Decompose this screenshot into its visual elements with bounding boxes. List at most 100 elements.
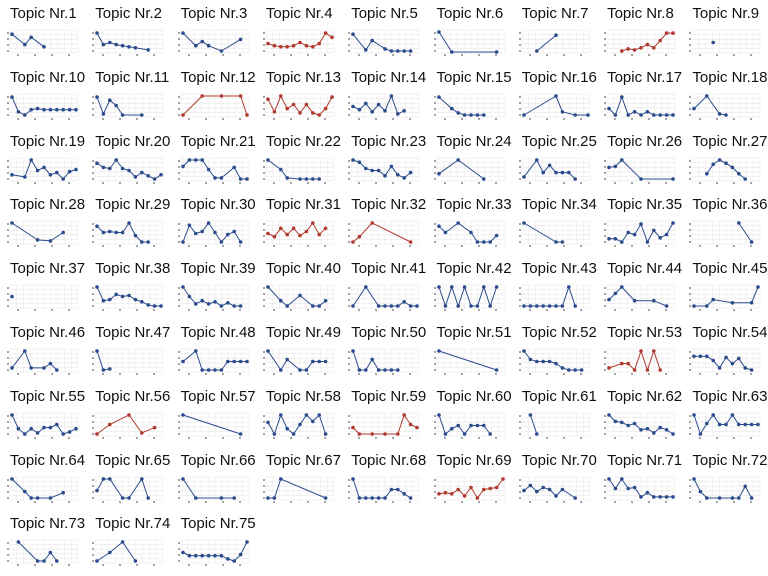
data-point	[620, 420, 624, 424]
data-point	[244, 176, 249, 181]
topic-panel: Topic Nr.39	[171, 255, 256, 319]
data-point	[159, 172, 164, 177]
data-point	[310, 359, 315, 364]
topic-panel: Topic Nr.9	[682, 0, 767, 64]
panel-title: Topic Nr.67	[265, 451, 341, 469]
data-point	[42, 45, 46, 49]
panel-plot	[262, 29, 335, 56]
data-point	[48, 239, 53, 244]
panel-plot	[433, 412, 505, 439]
data-point	[225, 359, 230, 364]
data-point	[298, 368, 302, 372]
data-point	[140, 430, 144, 435]
data-point	[626, 486, 631, 490]
data-point	[692, 412, 697, 417]
data-point	[317, 304, 321, 308]
data-point	[199, 554, 204, 558]
panel-title: Topic Nr.48	[180, 324, 256, 341]
data-point	[74, 426, 78, 431]
data-point	[351, 240, 355, 245]
data-point	[35, 495, 40, 500]
topic-panel: Topic Nr.18	[682, 64, 767, 128]
data-point	[23, 174, 27, 179]
data-point	[285, 175, 289, 180]
data-point	[219, 49, 223, 53]
panel-plot	[518, 348, 591, 375]
data-point	[743, 176, 748, 181]
data-point	[244, 540, 249, 545]
topic-panel: Topic Nr.59	[341, 383, 426, 447]
data-point	[16, 426, 21, 431]
data-point	[487, 431, 492, 436]
data-point	[607, 165, 611, 169]
panel-plot	[518, 29, 591, 56]
data-point	[219, 240, 223, 245]
panel-plot	[177, 157, 249, 184]
data-point	[10, 294, 14, 299]
panel-title: Topic Nr.42	[436, 260, 512, 278]
data-point	[664, 112, 669, 117]
data-point	[607, 106, 611, 111]
data-point	[553, 493, 558, 498]
series-line	[523, 350, 582, 371]
data-point	[74, 167, 78, 171]
data-point	[323, 106, 328, 111]
data-point	[133, 297, 138, 302]
data-point	[180, 285, 185, 289]
data-point	[323, 359, 328, 364]
data-point	[632, 421, 637, 426]
data-point	[153, 304, 157, 308]
topic-panel: Topic Nr.33	[427, 191, 512, 255]
series-line	[352, 413, 418, 435]
data-point	[743, 422, 748, 427]
data-point	[16, 540, 21, 545]
data-point	[29, 107, 33, 112]
panel-plot	[348, 348, 420, 375]
data-point	[364, 495, 368, 500]
panel-plot	[7, 348, 79, 375]
series-line	[182, 286, 241, 307]
topic-panel: Topic Nr.20	[85, 128, 170, 192]
data-point	[521, 174, 526, 179]
data-point	[219, 175, 223, 180]
data-point	[750, 240, 754, 245]
data-point	[632, 233, 637, 237]
panel-plot	[177, 93, 249, 120]
data-point	[396, 431, 400, 436]
topic-panel: Topic Nr.37	[0, 255, 85, 319]
panel-plot	[262, 476, 335, 503]
data-point	[626, 423, 631, 428]
data-point	[711, 412, 716, 417]
data-point	[127, 45, 132, 49]
data-point	[613, 112, 618, 117]
data-point	[705, 495, 709, 500]
data-point	[724, 355, 729, 360]
panel-title: Topic Nr.25	[521, 132, 597, 150]
data-point	[639, 176, 643, 181]
panel-plot	[689, 348, 761, 375]
panel-title: Topic Nr.74	[95, 515, 171, 533]
data-point	[108, 476, 112, 481]
data-point	[692, 476, 697, 481]
data-point	[278, 368, 283, 372]
data-point	[436, 285, 441, 289]
data-point	[383, 173, 387, 178]
data-point	[652, 46, 656, 50]
topic-panel: Topic Nr.70	[512, 447, 597, 511]
data-point	[180, 551, 185, 555]
data-point	[756, 285, 761, 289]
data-point	[133, 46, 138, 50]
data-point	[35, 559, 40, 564]
data-point	[310, 110, 315, 115]
data-point	[370, 109, 375, 114]
panel-title: Topic Nr.9	[692, 5, 760, 22]
data-point	[272, 109, 277, 114]
data-point	[193, 495, 198, 500]
data-point	[462, 493, 466, 498]
data-point	[291, 102, 296, 107]
data-point	[146, 48, 151, 52]
data-point	[278, 226, 283, 231]
data-point	[121, 43, 125, 48]
data-point	[566, 170, 571, 174]
data-point	[351, 32, 355, 36]
